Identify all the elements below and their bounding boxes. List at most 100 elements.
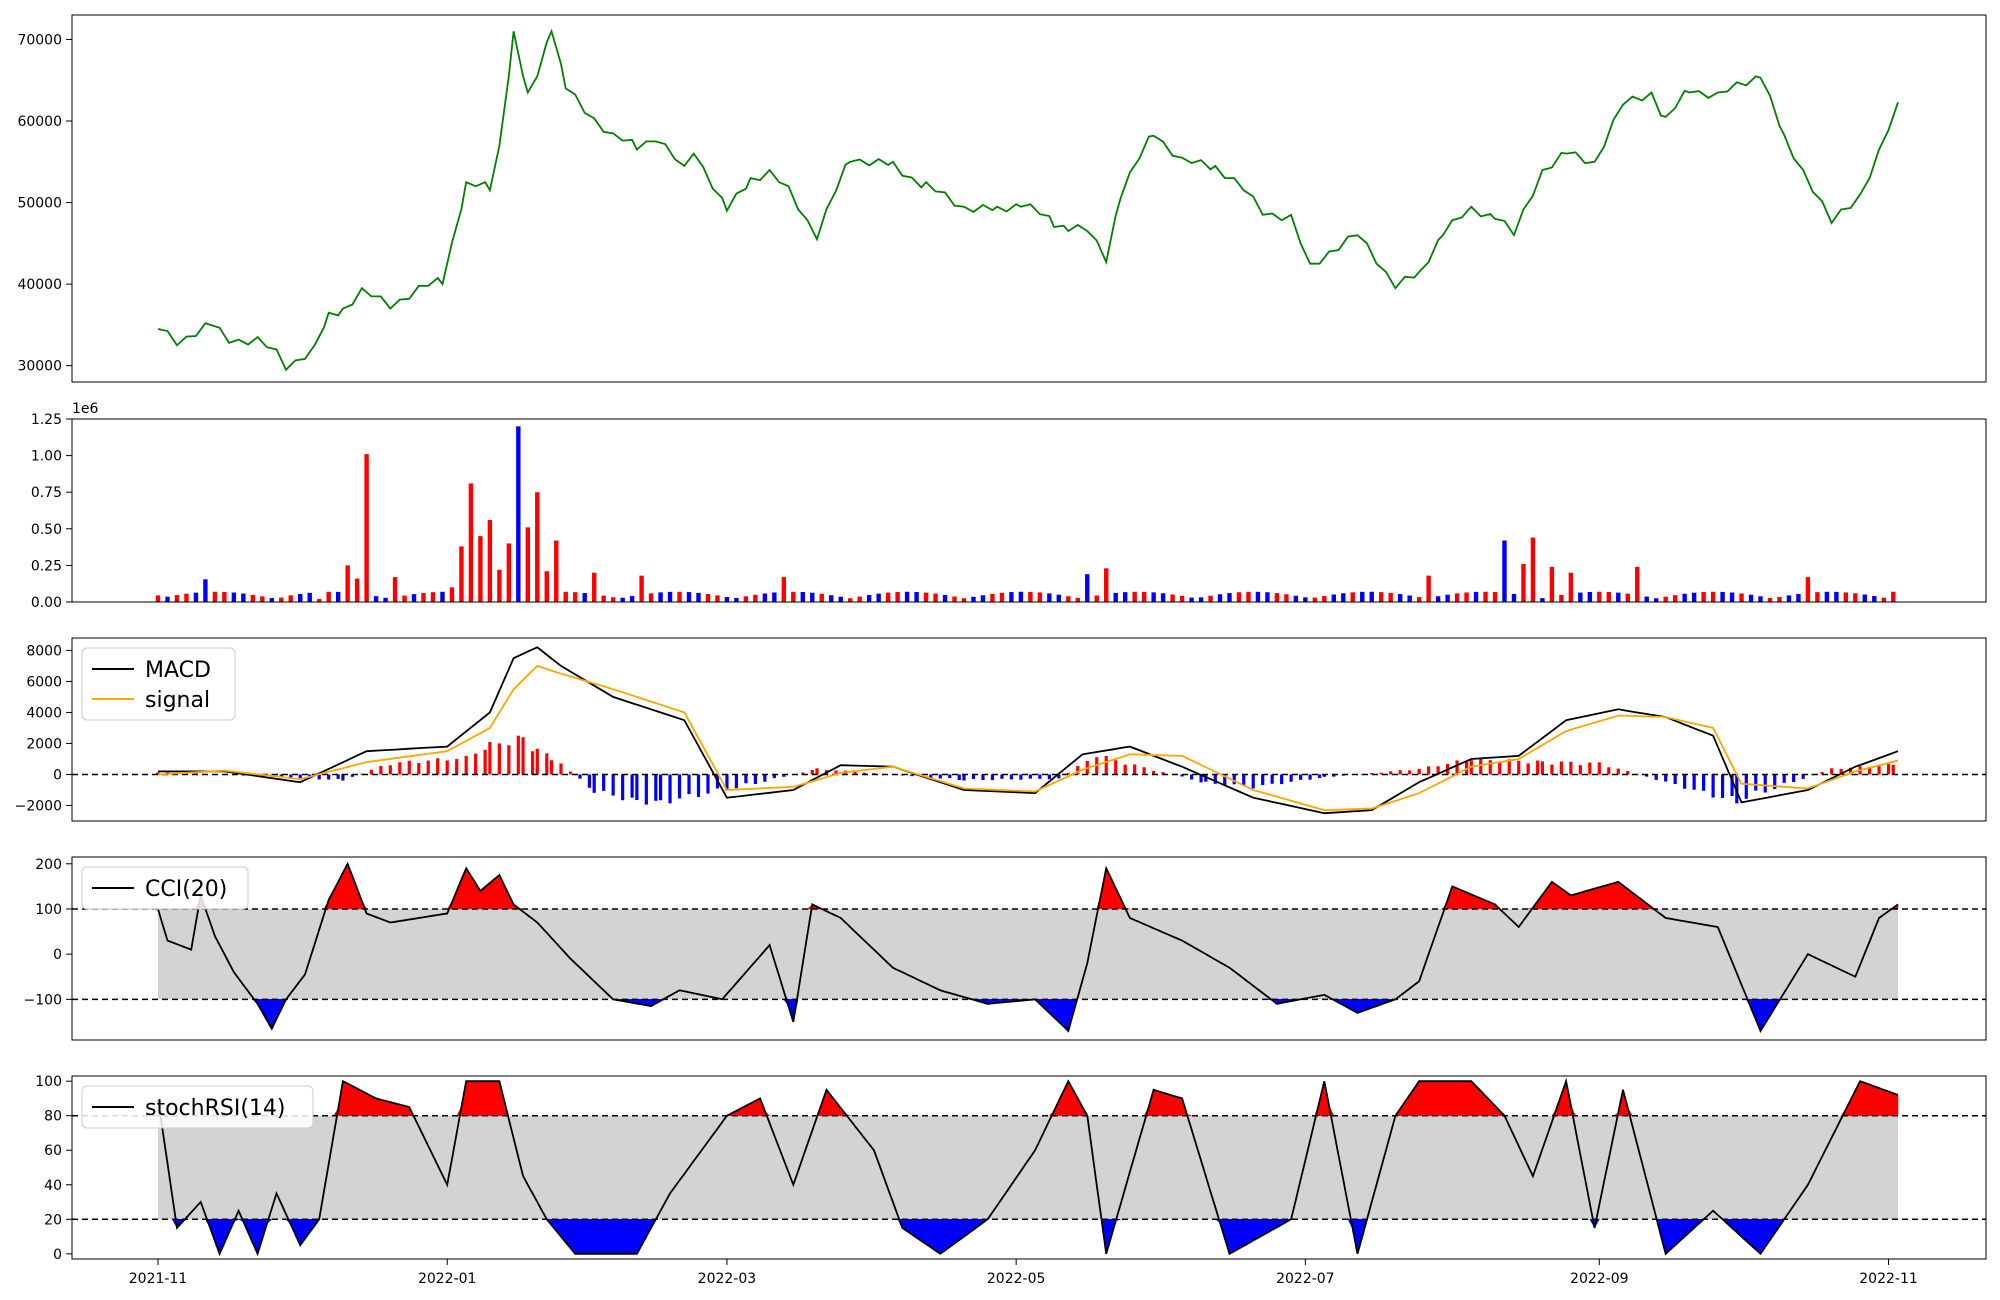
volume-bar: [1341, 593, 1346, 602]
macd-histogram-bar: [279, 774, 283, 778]
stochrsi-frame: [71, 1075, 1987, 1260]
volume-bar: [1379, 592, 1384, 602]
cci-overbought-fill: [494, 874, 500, 910]
volume-bar: [1322, 595, 1327, 602]
volume-bar: [345, 565, 350, 602]
macd-histogram-bar: [1464, 760, 1469, 775]
volume-bar: [1625, 593, 1630, 602]
macd-ytick-label: 2000: [26, 736, 62, 752]
stochrsi-overbought-fill: [347, 1083, 353, 1116]
cci-ytick-label: 100: [35, 902, 62, 918]
stochrsi-ytick-label: 0: [53, 1247, 62, 1263]
stochrsi-overbought-fill: [475, 1080, 481, 1116]
stochrsi-oversold-fill: [944, 1219, 951, 1251]
macd-histogram-bar: [1455, 760, 1459, 775]
volume-bar: [1255, 591, 1261, 602]
stochrsi-overbought-fill: [1869, 1084, 1875, 1116]
price-ytick-label: 60000: [17, 114, 62, 130]
volume-bar: [1369, 591, 1374, 602]
volume-bar: [705, 593, 711, 602]
macd-histogram-bar: [1773, 774, 1777, 790]
stochrsi-oversold-fill: [579, 1219, 585, 1255]
volume-bar: [1559, 594, 1564, 602]
price-ytick-label: 70000: [17, 32, 62, 48]
volume-bar: [1018, 591, 1024, 602]
macd-histogram-bar: [957, 774, 961, 781]
volume-bar: [1853, 593, 1858, 602]
stochrsi-oversold-fill: [1755, 1219, 1761, 1255]
volume-bar: [1331, 594, 1337, 602]
volume-bar: [772, 592, 777, 602]
volume-bar: [241, 593, 246, 602]
macd-histogram-bar: [1664, 774, 1668, 782]
volume-bar: [1710, 591, 1716, 602]
macd-histogram-bar: [948, 774, 952, 779]
volume-ytick-label: 0.50: [31, 522, 62, 538]
x-tick-label: 2022-09: [1570, 1271, 1629, 1287]
stochrsi-oversold-fill: [584, 1219, 590, 1255]
macd-histogram-bar: [497, 743, 501, 775]
volume-bar: [1047, 593, 1052, 602]
volume-bar: [1066, 596, 1071, 602]
price-frame: [71, 14, 1987, 383]
macd-histogram-bar: [1730, 774, 1734, 797]
macd-histogram-bar: [341, 774, 345, 781]
macd-histogram-bar: [621, 774, 625, 801]
stochrsi-overbought-fill: [480, 1080, 486, 1116]
macd-histogram-bar: [834, 770, 838, 775]
volume-bar: [1739, 593, 1744, 602]
volume-bar: [1483, 591, 1488, 602]
macd-histogram-bar: [1517, 760, 1521, 775]
volume-bar: [1454, 593, 1460, 602]
volume-bar: [980, 595, 986, 602]
macd-histogram-bar: [981, 774, 985, 780]
macd-histogram-bar: [1251, 774, 1255, 789]
volume-bar: [402, 595, 407, 602]
macd-histogram-bar: [1830, 768, 1834, 775]
macd-histogram-bar: [1204, 774, 1208, 782]
volume-bar: [677, 591, 682, 602]
legend-box: [81, 1085, 314, 1129]
volume-multiplier-label: 1e6: [72, 401, 99, 417]
stochrsi-oversold-fill: [1665, 1219, 1671, 1255]
volume-bar: [734, 597, 739, 602]
macd-histogram-bar: [388, 765, 392, 775]
stochrsi-overbought-fill: [1172, 1095, 1178, 1116]
volume-bar: [1701, 592, 1706, 602]
macd-histogram-bar: [1436, 766, 1440, 775]
volume-bar: [781, 577, 787, 602]
volume-bar: [1521, 563, 1526, 602]
volume-bar: [1397, 594, 1403, 602]
volume-bar: [231, 592, 237, 602]
stochrsi-overbought-fill: [1883, 1089, 1889, 1116]
macd-histogram-bar: [658, 774, 663, 801]
macd-histogram-bar: [1000, 774, 1004, 779]
stochrsi-oversold-fill: [627, 1219, 633, 1255]
x-axis: 2021-11 2022-01 2022-03 2022-05 2022-07 2022-…: [129, 1259, 1918, 1287]
stochrsi-line: [157, 1077, 1899, 1257]
volume-bar: [478, 536, 483, 602]
stochrsi-oversold-fill: [622, 1219, 628, 1255]
price-ytick-label: 40000: [17, 277, 62, 293]
volume-bar: [1360, 591, 1365, 602]
macd-histogram-bar: [1692, 774, 1696, 790]
cci-ytick-label: −100: [24, 992, 62, 1008]
volume-bar: [1312, 597, 1318, 602]
macd-histogram-bar: [1232, 774, 1236, 785]
stochrsi-overbought-fill: [1418, 1080, 1425, 1116]
volume-bar: [1492, 592, 1498, 602]
stochrsi-overbought-fill: [1456, 1080, 1463, 1116]
volume-bar: [819, 593, 824, 602]
volume-bar: [449, 587, 455, 602]
stochrsi-overbought-fill: [494, 1080, 500, 1116]
macd-histogram-bar: [962, 774, 966, 781]
macd-histogram-bar: [530, 751, 535, 775]
volume-bar: [1293, 595, 1299, 602]
macd-histogram-bar: [763, 774, 767, 782]
x-tick-label: 2022-03: [698, 1271, 757, 1287]
volume-bar: [743, 596, 749, 602]
macd-histogram-bar: [753, 774, 757, 784]
macd-histogram-bar: [350, 774, 354, 777]
volume-bar: [800, 592, 805, 602]
